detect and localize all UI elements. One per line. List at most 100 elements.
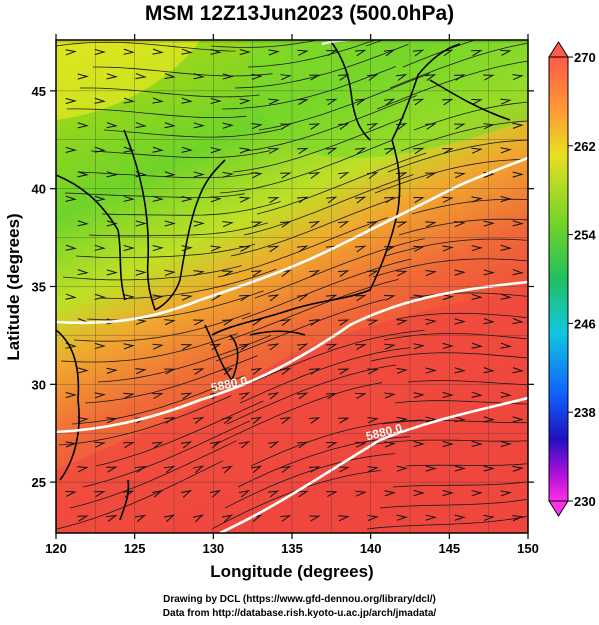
streamline [95,400,264,467]
streamline [402,40,476,68]
wind-arrow [297,392,309,400]
streamline [385,238,528,257]
streamline [366,515,528,530]
streamline [211,470,382,530]
wind-arrow [500,49,512,56]
streamline [396,312,528,320]
colorbar-tick-label: 238 [574,405,596,420]
streamline [398,218,528,236]
wind-arrow [512,515,524,522]
wind-arrow [181,392,193,400]
wind-arrow [355,98,367,106]
wind-arrow [250,465,263,474]
wind-arrow [239,98,251,105]
wind-arrow [106,367,118,374]
wind-arrow [355,245,367,253]
colorbar-top-arrow [548,41,569,58]
wind-arrow [77,122,89,129]
wind-arrow [471,342,483,349]
wind-arrow [251,73,263,80]
wind-arrow [309,515,321,522]
wind-arrow [65,98,77,105]
wind-arrow [239,343,251,351]
wind-arrow [123,146,135,153]
wind-arrow [425,123,437,130]
wind-arrow [442,489,454,497]
contour-line [56,156,528,325]
wind-arrow [396,514,408,521]
streamline [80,87,260,98]
wind-arrow [442,342,454,350]
wind-arrow [454,269,466,276]
wind-arrow [123,442,135,449]
wind-arrow [338,123,350,130]
wind-arrow [94,146,106,153]
streamline [75,243,256,258]
streamline [210,40,319,48]
streamline [381,420,528,425]
wind-arrow [280,221,292,228]
wind-arrow [297,99,309,106]
grid-lines [56,40,528,533]
wind-arrow [222,73,234,80]
x-tick-label: 135 [281,541,303,556]
wind-arrow [309,417,321,424]
wind-arrow [181,97,193,104]
wind-arrow [483,74,495,81]
wind-arrow [425,367,437,374]
wind-arrow [238,441,251,449]
streamline [245,95,417,152]
coastline-segment [204,324,239,382]
wind-arrow [355,490,367,497]
wind-arrow [512,122,524,129]
coastline-segment [329,40,371,141]
wind-arrow [77,73,89,80]
wind-arrow [297,490,309,498]
wind-arrow [192,465,205,474]
wind-arrow [268,294,280,302]
wind-arrow [454,465,466,472]
wind-arrow [221,416,234,425]
wind-arrow [367,270,379,277]
x-axis-ticks: 120 125 130 135 140 145 150 [45,34,539,556]
wind-arrow [512,465,524,472]
wind-arrow [152,146,164,153]
wind-arrow [94,97,106,104]
wind-arrow [413,441,425,448]
streamline [56,41,236,52]
wind-arrow [238,392,251,400]
wind-arrow [280,465,292,473]
streamline [93,66,273,77]
colorbar-bottom-arrow [548,500,569,517]
wind-arrow [338,466,350,473]
y-tick-label: 40 [32,182,46,197]
wind-arrow [297,196,309,204]
wind-arrow [326,196,338,204]
wind-arrow [210,48,222,55]
wind-arrow [280,172,292,179]
wind-arrow [384,392,396,399]
wind-arrow [106,417,118,424]
wind-arrow [309,74,321,81]
wind-arrow [180,489,193,498]
wind-arrow [425,74,437,81]
wind-arrow [512,74,524,81]
wind-arrow [384,490,396,497]
wind-arrow [500,98,512,105]
streamline [394,400,528,405]
wind-arrow [338,319,350,326]
wind-arrow [413,49,425,57]
wind-arrow [425,465,437,472]
wind-arrow [65,490,77,497]
wind-arrow [483,269,495,276]
wind-arrow [297,441,309,449]
wind-arrow [512,367,524,374]
streamline [365,40,384,47]
wind-arrow [500,440,512,448]
wind-arrow [500,195,512,203]
wind-arrow [238,490,251,498]
wind-arrow [94,195,106,202]
x-tick-label: 120 [45,541,67,556]
